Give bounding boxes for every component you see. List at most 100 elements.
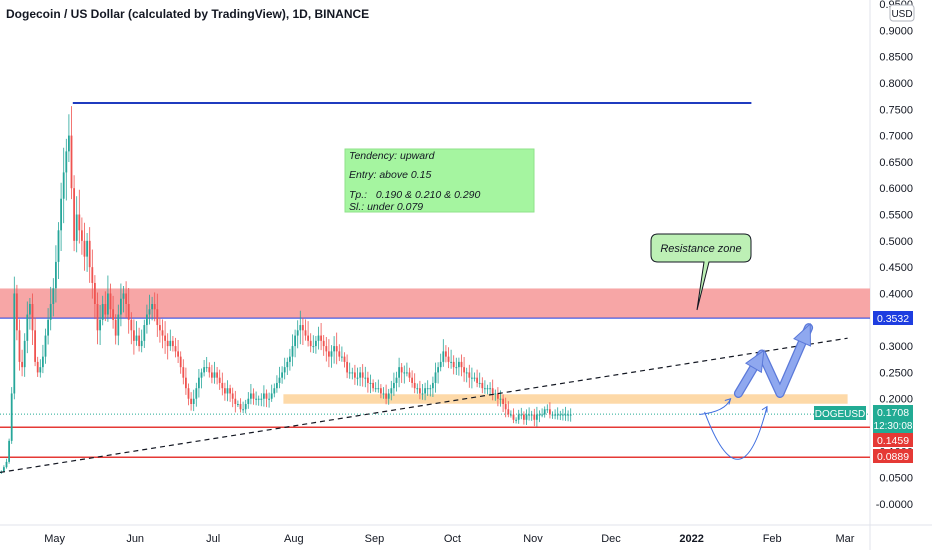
price-tag-support-1: 0.1459 — [873, 433, 913, 447]
candle — [68, 114, 70, 162]
x-tick-label: May — [44, 533, 65, 545]
candle — [325, 336, 328, 362]
candle — [364, 366, 367, 388]
candle — [494, 389, 497, 401]
candle — [159, 317, 161, 343]
candle — [393, 372, 395, 396]
candle — [187, 383, 190, 406]
candle — [341, 346, 343, 362]
candle — [55, 245, 57, 303]
candle — [146, 304, 148, 334]
candle — [281, 366, 283, 384]
candle — [520, 407, 523, 420]
candle — [354, 364, 356, 385]
candle — [26, 301, 29, 354]
note-sl: Sl.: under 0.079 — [349, 201, 423, 213]
candle — [88, 227, 91, 283]
candle — [517, 409, 520, 424]
y-tick-label: 0.5000 — [879, 236, 913, 248]
x-tick-label: Jul — [206, 533, 220, 545]
candle — [244, 399, 247, 414]
price-tag-support-2: 0.0889 — [873, 449, 913, 463]
candle — [125, 281, 127, 319]
candle — [250, 384, 252, 405]
candle — [413, 373, 416, 394]
candle — [255, 391, 257, 406]
candle — [42, 344, 44, 374]
note-entry: Entry: above 0.15 — [349, 169, 431, 181]
candle — [179, 351, 182, 374]
projection-curve-head — [724, 397, 732, 405]
candle — [497, 387, 499, 407]
candle — [229, 384, 231, 402]
candle — [8, 438, 10, 464]
y-tick-label: 0.5500 — [879, 210, 913, 222]
candle — [343, 352, 346, 368]
candle — [216, 367, 218, 385]
candle — [533, 408, 536, 427]
candle — [117, 304, 120, 346]
currency-badge[interactable]: USD — [889, 4, 915, 22]
candle — [400, 363, 403, 383]
x-tick-label: Dec — [601, 533, 621, 545]
candle — [338, 344, 341, 362]
candle — [361, 364, 364, 387]
candles-layer — [0, 106, 572, 474]
candle — [31, 293, 34, 345]
resistance-callout: Resistance zone — [650, 233, 752, 311]
candle — [437, 362, 439, 384]
symbol-tag-text: DOGEUSD — [815, 409, 866, 420]
candle — [439, 353, 442, 372]
price-tag-support-1-text: 0.1459 — [877, 435, 909, 447]
y-tick-label: 0.8500 — [879, 52, 913, 64]
candle — [546, 404, 549, 413]
candle — [247, 392, 250, 409]
candle — [390, 380, 393, 401]
candle — [122, 285, 125, 313]
y-tick-label: 0.4500 — [879, 262, 913, 274]
candle — [491, 379, 494, 401]
candle — [330, 345, 333, 368]
candle — [419, 380, 421, 400]
resistance-callout-text: Resistance zone — [660, 243, 741, 255]
x-tick-label: Feb — [763, 533, 782, 545]
x-tick-label: 2022 — [679, 533, 703, 545]
candle — [273, 383, 276, 398]
candle — [484, 380, 486, 394]
y-tick-label: 0.7500 — [879, 104, 913, 116]
candle — [512, 408, 515, 424]
candle — [200, 368, 203, 389]
candle — [502, 394, 504, 412]
candle — [411, 370, 413, 388]
candle — [153, 292, 156, 322]
candle — [564, 406, 567, 421]
candle — [86, 232, 88, 272]
candle — [302, 317, 304, 345]
candle — [481, 377, 484, 394]
candle — [73, 175, 75, 252]
candle — [367, 371, 369, 393]
candle — [289, 348, 291, 371]
candle — [148, 294, 151, 325]
candle — [291, 334, 294, 367]
candle — [562, 408, 564, 421]
candle — [450, 349, 452, 369]
candle — [237, 400, 239, 407]
candle — [65, 138, 68, 201]
x-tick-label: Sep — [365, 533, 385, 545]
candle — [109, 283, 112, 318]
candle — [408, 367, 411, 383]
candle — [49, 286, 52, 331]
candle — [70, 106, 73, 200]
candle — [549, 402, 551, 419]
candle — [286, 357, 289, 375]
candle — [107, 275, 109, 322]
price-tag-countdown-text: 12:30:08 — [874, 421, 913, 432]
candle — [195, 382, 198, 407]
candle — [551, 411, 554, 419]
analysis-note: Tendency: upward Entry: above 0.15 Tp.: … — [344, 148, 535, 213]
candle — [135, 321, 138, 346]
candle — [507, 401, 510, 418]
